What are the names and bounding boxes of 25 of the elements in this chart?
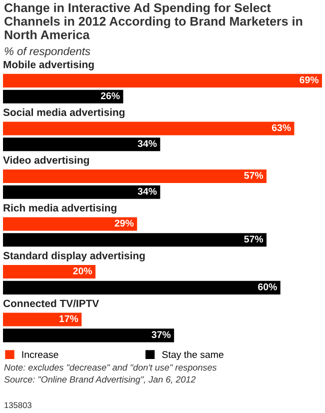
data-label: 60% xyxy=(258,283,277,290)
data-label: 26% xyxy=(100,92,120,100)
data-label: 17% xyxy=(60,315,78,322)
y-tick-label: Video advertising xyxy=(3,156,89,166)
data-label: 57% xyxy=(244,172,264,179)
y-tick-label: Connected TV/IPTV xyxy=(3,299,100,308)
data-label: 57% xyxy=(244,236,264,243)
legend-label: Stay the same xyxy=(162,350,224,360)
y-tick-label: Rich media advertising xyxy=(4,204,116,214)
text: Note: excludes "decrease" and "don't use" responses xyxy=(4,364,217,372)
data-label: 69% xyxy=(300,76,319,84)
data-label: 63% xyxy=(272,124,291,132)
data-label: 34% xyxy=(138,188,157,195)
legend-label: Increase xyxy=(22,351,58,358)
data-label: 37% xyxy=(152,331,171,338)
y-tick-label: Standard display advertising xyxy=(3,252,145,262)
y-tick-label: Mobile advertising xyxy=(4,60,94,70)
y-tick-label: Social media advertising xyxy=(3,108,124,118)
data-label: 20% xyxy=(73,267,92,274)
chart-title: Change in Interactive Ad Spending for Select Channels in 2012 According to Brand Marketers in North America xyxy=(4,3,302,40)
text: 135803 xyxy=(4,402,32,408)
source-note: Source: "Online Brand Advertising", Jan 6, 2012 xyxy=(4,376,196,384)
chart-subtitle: % of respondents xyxy=(4,47,90,58)
data-label: 34% xyxy=(138,140,157,148)
data-label: 29% xyxy=(114,220,134,227)
